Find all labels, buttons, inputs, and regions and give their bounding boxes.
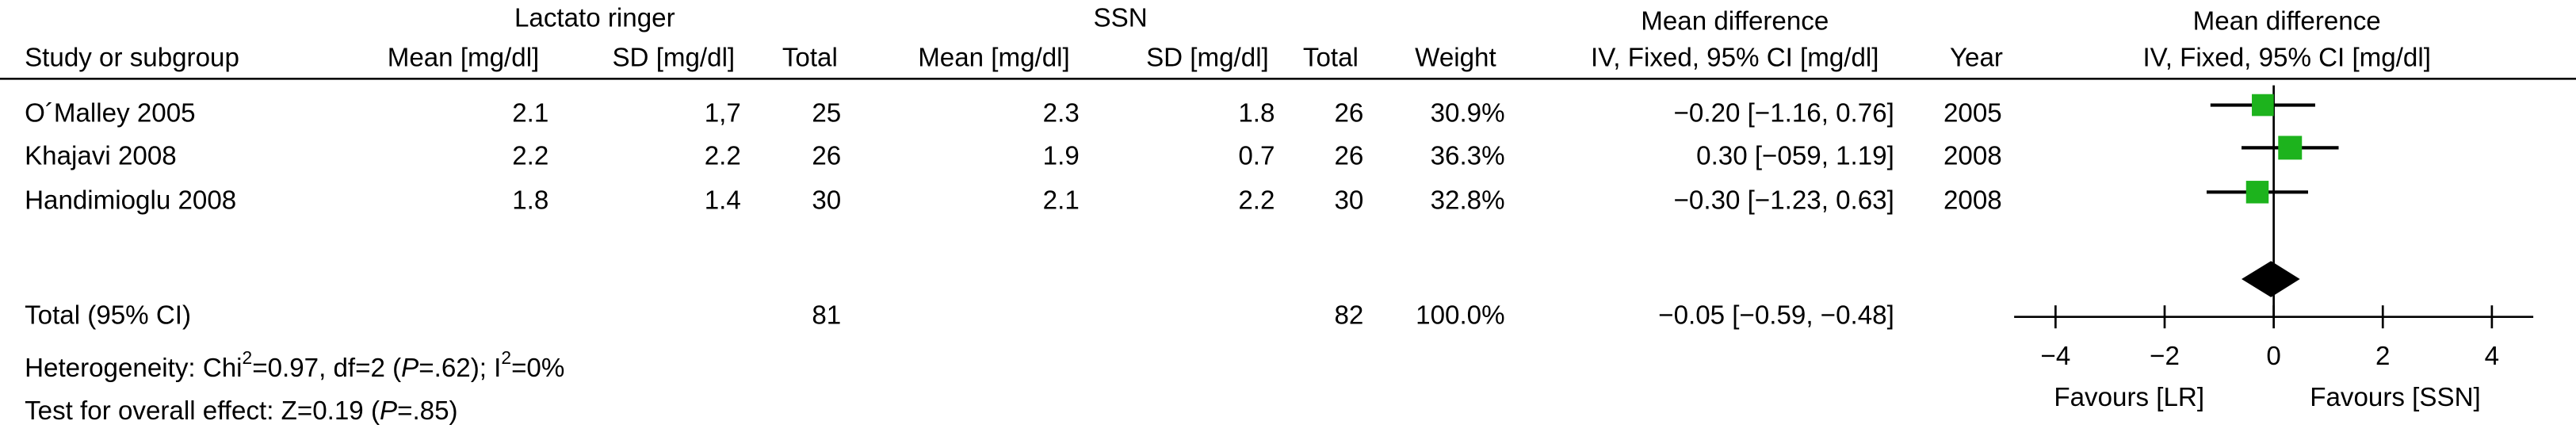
column-header: Study or subgroup (25, 43, 239, 72)
table-cell: −0.20 [−1.16, 0.76] (1674, 99, 1894, 128)
x-tick-label: −2 (2150, 342, 2180, 371)
table-cell: 30.9% (1431, 99, 1505, 128)
group-header: Lactato ringer (514, 4, 675, 33)
column-header: Weight (1415, 43, 1496, 72)
pooled-diamond (2242, 261, 2300, 297)
total-cell: 81 (812, 300, 841, 330)
superscript: 2 (501, 347, 511, 368)
column-header: Mean [mg/dl] (388, 43, 540, 72)
table-cell: Khajavi 2008 (25, 142, 177, 171)
group-header: Mean difference (1641, 7, 1829, 36)
column-header: Year (1950, 43, 2003, 72)
text: Heterogeneity: Chi (25, 354, 242, 383)
text: =0.97, df=2 ( (252, 354, 401, 383)
table-cell: 1.8 (1238, 99, 1275, 128)
text: P (380, 396, 397, 426)
table-cell: 1.4 (705, 186, 741, 215)
table-cell: 30 (1334, 186, 1363, 215)
column-header: Total (782, 43, 838, 72)
table-cell: 2.2 (705, 142, 741, 171)
plot-subtitle: IV, Fixed, 95% CI [mg/dl] (2142, 43, 2430, 72)
table-cell: 25 (812, 99, 841, 128)
text: =.62); I (419, 354, 501, 383)
total-cell: Total (95% CI) (25, 300, 191, 330)
study-marker (2278, 136, 2303, 160)
plot-title: Mean difference (2193, 7, 2381, 36)
table-cell: 1.8 (512, 186, 548, 215)
total-cell: 100.0% (1416, 300, 1504, 330)
table-cell: O´Malley 2005 (25, 99, 196, 128)
table-cell: 0.30 [−059, 1.19] (1696, 142, 1894, 171)
table-cell: 1.9 (1043, 142, 1080, 171)
x-tick-label: 4 (2485, 342, 2499, 371)
table-cell: 2.2 (1238, 186, 1275, 215)
x-tick-label: 2 (2375, 342, 2390, 371)
favours-left: Favours [LR] (2054, 383, 2204, 412)
heterogeneity: Heterogeneity: Chi2=0.97, df=2 (P=.62); … (25, 347, 564, 383)
table-cell: 2.2 (512, 142, 548, 171)
total-cell: 82 (1334, 300, 1363, 330)
column-header: IV, Fixed, 95% CI [mg/dl] (1591, 43, 1878, 72)
column-header: Total (1303, 43, 1359, 72)
group-header: SSN (1094, 4, 1148, 33)
study-marker (2252, 94, 2274, 117)
table-cell: 2.3 (1043, 99, 1080, 128)
study-marker (2245, 181, 2269, 204)
text: =0% (511, 354, 564, 383)
table-cell: 26 (1334, 142, 1363, 171)
table-cell: −0.30 [−1.23, 0.63] (1674, 186, 1894, 215)
superscript: 2 (243, 347, 253, 368)
column-header: SD [mg/dl] (612, 43, 735, 72)
column-header: Mean [mg/dl] (918, 43, 1070, 72)
table-cell: 32.8% (1431, 186, 1505, 215)
table-cell: 2.1 (512, 99, 548, 128)
table-cell: 0.7 (1238, 142, 1275, 171)
overall-test: Test for overall effect: Z=0.19 (P=.85) (25, 396, 457, 426)
column-header: SD [mg/dl] (1146, 43, 1269, 72)
table-cell: 2.1 (1043, 186, 1080, 215)
table-cell: 2008 (1943, 142, 2002, 171)
table-cell: 26 (812, 142, 841, 171)
table-cell: 30 (812, 186, 841, 215)
table-cell: Handimioglu 2008 (25, 186, 236, 215)
x-tick-label: 0 (2266, 342, 2280, 371)
text: =.85) (397, 396, 457, 426)
favours-right: Favours [SSN] (2310, 383, 2480, 412)
table-cell: 26 (1334, 99, 1363, 128)
table-cell: 36.3% (1431, 142, 1505, 171)
table-cell: 2008 (1943, 186, 2002, 215)
text: P (401, 354, 419, 383)
table-cell: 2005 (1943, 99, 2002, 128)
text: Test for overall effect: Z=0.19 ( (25, 396, 380, 426)
x-tick-label: −4 (2040, 342, 2070, 371)
total-cell: −0.05 [−0.59, −0.48] (1658, 300, 1894, 330)
table-cell: 1,7 (705, 99, 741, 128)
